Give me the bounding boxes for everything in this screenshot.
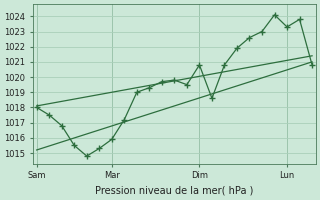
X-axis label: Pression niveau de la mer( hPa ): Pression niveau de la mer( hPa ) xyxy=(95,186,253,196)
